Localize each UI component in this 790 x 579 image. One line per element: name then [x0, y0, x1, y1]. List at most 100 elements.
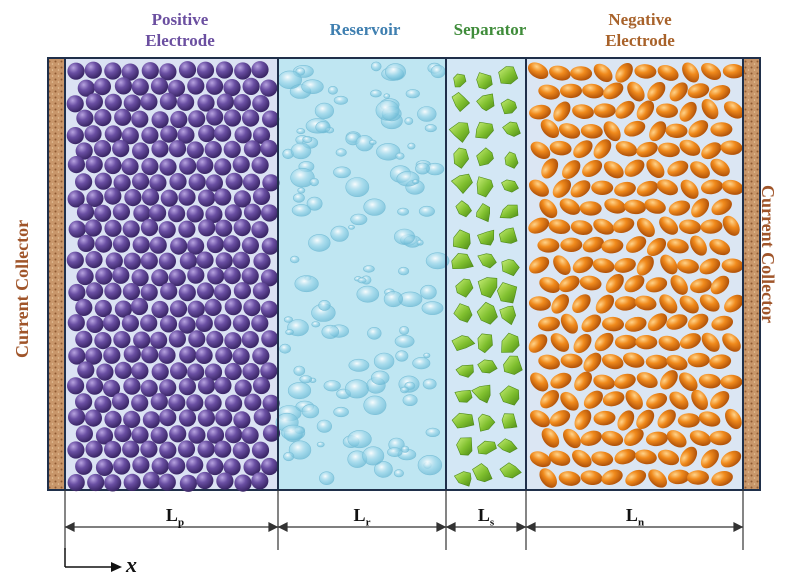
negative-particle	[636, 255, 654, 276]
separator-particle	[451, 253, 474, 270]
positive-particle	[160, 125, 178, 143]
reservoir-droplet	[290, 255, 300, 264]
reservoir-droplet	[288, 440, 312, 460]
positive-particle	[75, 393, 93, 411]
reservoir-droplet	[348, 225, 355, 230]
right-current-collector	[743, 59, 759, 489]
positive-particle	[168, 268, 186, 287]
length-main: L	[165, 505, 178, 525]
positive-particle	[67, 62, 85, 80]
positive-particle	[104, 282, 122, 300]
negative-particle	[690, 278, 712, 294]
positive-particle	[159, 158, 177, 176]
positive-particle	[121, 63, 139, 81]
negative-particle	[572, 449, 592, 468]
reservoir-droplet	[316, 441, 325, 448]
reservoir-droplet	[333, 166, 351, 179]
positive-particle	[95, 267, 113, 285]
negative-particle	[700, 179, 723, 195]
reservoir-droplet	[375, 100, 400, 121]
negative-particle	[698, 411, 721, 427]
positive-particle	[253, 408, 271, 426]
reservoir-droplet	[333, 406, 349, 418]
positive-particle	[75, 425, 93, 443]
negative-particle	[625, 236, 647, 253]
separator-particle	[477, 440, 497, 455]
positive-particle	[195, 346, 213, 364]
positive-particle	[167, 79, 186, 97]
reservoir-droplet	[416, 239, 424, 246]
reservoir-droplet	[301, 404, 320, 419]
reservoir-droplet	[319, 471, 335, 486]
negative-particle	[601, 430, 624, 446]
separator-particle	[501, 179, 519, 193]
reservoir-droplet	[395, 350, 409, 362]
positive-particle	[243, 140, 261, 158]
negative-particle	[688, 120, 709, 138]
positive-particle	[75, 173, 93, 191]
negative-particle	[657, 409, 676, 429]
positive-particle	[169, 425, 187, 443]
positive-particle	[260, 362, 278, 380]
reservoir-droplet	[423, 352, 431, 359]
negative-particle	[665, 123, 688, 139]
separator-particle	[501, 413, 518, 429]
positive-particle	[252, 282, 270, 300]
negative-particle	[720, 450, 742, 468]
positive-particle	[112, 235, 131, 253]
positive-particle	[234, 379, 252, 397]
positive-particle	[94, 395, 112, 413]
positive-particle	[178, 378, 196, 396]
negative-particle	[679, 446, 698, 467]
positive-particle	[140, 93, 158, 111]
negative-particle	[660, 254, 678, 275]
reservoir-droplet	[283, 316, 293, 323]
negative-particle	[700, 219, 723, 234]
negative-particle	[701, 62, 722, 81]
positive-particle	[76, 203, 95, 221]
positive-particle	[224, 332, 242, 350]
negative-particle	[562, 428, 581, 449]
positive-particle	[251, 61, 269, 79]
negative-particle	[560, 391, 579, 411]
negative-particle	[709, 430, 732, 446]
positive-particle	[170, 110, 188, 129]
positive-particle	[124, 189, 142, 207]
separator-particle	[477, 277, 498, 299]
positive-particle	[131, 426, 149, 444]
negative-particle	[601, 469, 623, 485]
positive-electrode-title: Positive Electrode	[80, 9, 280, 51]
positive-particle	[252, 347, 270, 365]
positive-particle	[178, 61, 197, 79]
positive-particle	[178, 220, 196, 238]
positive-particle	[253, 252, 271, 270]
separator-particle	[477, 333, 493, 354]
positive-particle	[214, 440, 232, 458]
positive-particle	[186, 141, 204, 159]
positive-particle	[168, 330, 186, 348]
positive-particle	[158, 252, 176, 270]
separator-particle	[501, 259, 520, 277]
negative-particle	[558, 123, 581, 139]
negative-particle	[625, 469, 647, 487]
positive-particle	[151, 140, 169, 158]
right-current-collector-label: Current Collector	[758, 185, 778, 324]
negative-particle	[700, 449, 719, 469]
negative-particle	[527, 62, 549, 80]
negative-particle	[593, 63, 613, 83]
positive-particle	[104, 125, 122, 143]
negative-particle	[667, 160, 689, 177]
positive-particle	[233, 411, 251, 429]
positive-particle	[206, 426, 225, 444]
negative-particle	[530, 141, 551, 160]
reservoir-droplet	[283, 451, 295, 462]
positive-particle	[141, 126, 159, 144]
separator-particle	[504, 151, 519, 169]
reservoir-droplet	[308, 234, 331, 252]
negative-particle	[646, 237, 667, 257]
negative-particle	[722, 333, 741, 352]
negative-particle	[595, 294, 615, 314]
negative-particle	[551, 294, 570, 314]
reservoir-droplet	[405, 89, 420, 99]
positive-particle	[178, 409, 197, 427]
